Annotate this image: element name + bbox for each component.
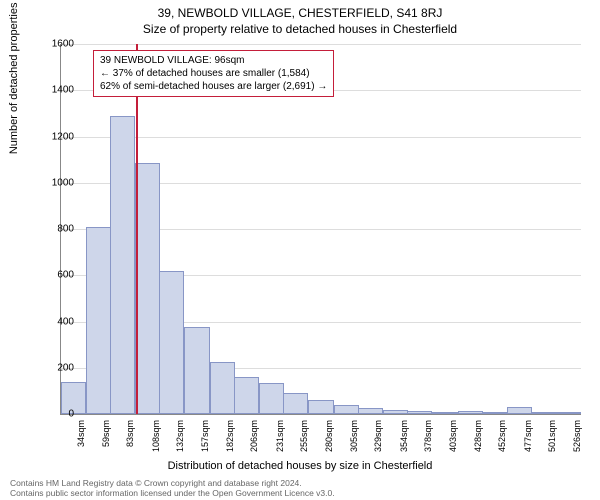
y-tick-label: 200 — [34, 362, 74, 373]
histogram-bar — [110, 116, 135, 414]
histogram-plot-area: 34sqm59sqm83sqm108sqm132sqm157sqm182sqm2… — [60, 44, 581, 415]
y-tick-label: 400 — [34, 316, 74, 327]
grid-line — [61, 44, 581, 45]
info-line-2: ← 37% of detached houses are smaller (1,… — [100, 67, 327, 80]
y-tick-label: 600 — [34, 270, 74, 281]
info-line-3: 62% of semi-detached houses are larger (… — [100, 80, 327, 93]
histogram-bar — [308, 400, 333, 414]
histogram-bar — [283, 393, 308, 414]
grid-line — [61, 137, 581, 138]
histogram-bar — [334, 405, 359, 414]
histogram-bar — [458, 411, 483, 414]
footer-line-1: Contains HM Land Registry data © Crown c… — [10, 478, 590, 488]
property-info-box: 39 NEWBOLD VILLAGE: 96sqm ← 37% of detac… — [93, 50, 334, 97]
histogram-bar — [86, 227, 111, 414]
histogram-bar — [259, 383, 284, 414]
y-tick-label: 1200 — [34, 131, 74, 142]
y-tick-label: 1400 — [34, 85, 74, 96]
property-marker-line — [136, 44, 138, 414]
histogram-bar — [383, 410, 408, 414]
y-tick-label: 800 — [34, 224, 74, 235]
footer-line-2: Contains public sector information licen… — [10, 488, 590, 498]
histogram-bar — [407, 411, 432, 414]
page-title-line1: 39, NEWBOLD VILLAGE, CHESTERFIELD, S41 8… — [0, 0, 600, 20]
x-axis-label: Distribution of detached houses by size … — [0, 460, 600, 472]
histogram-bar — [184, 327, 209, 414]
histogram-bar — [358, 408, 383, 414]
footer-attribution: Contains HM Land Registry data © Crown c… — [10, 478, 590, 498]
chart-container: 39, NEWBOLD VILLAGE, CHESTERFIELD, S41 8… — [0, 0, 600, 500]
y-tick-label: 1600 — [34, 39, 74, 50]
histogram-bar — [482, 412, 507, 414]
histogram-bar — [135, 163, 160, 414]
y-tick-label: 1000 — [34, 177, 74, 188]
page-title-line2: Size of property relative to detached ho… — [0, 20, 600, 36]
histogram-bar — [210, 362, 235, 414]
histogram-bar — [507, 407, 532, 414]
histogram-bar — [556, 412, 581, 414]
histogram-bar — [531, 412, 556, 414]
histogram-bar — [432, 412, 457, 414]
y-axis-label: Number of detached properties — [8, 3, 20, 155]
histogram-bar — [159, 271, 184, 414]
y-tick-label: 0 — [34, 409, 74, 420]
histogram-bar — [234, 377, 259, 414]
info-line-1: 39 NEWBOLD VILLAGE: 96sqm — [100, 54, 327, 67]
